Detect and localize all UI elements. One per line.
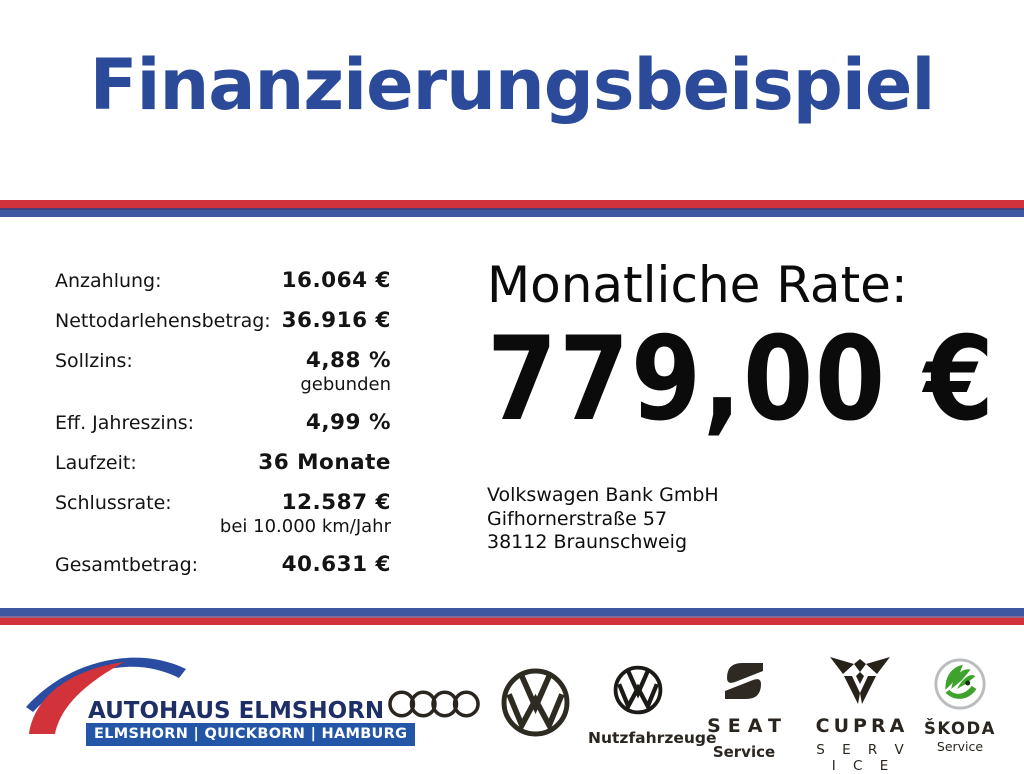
- bank-name: Volkswagen Bank GmbH: [487, 484, 719, 506]
- brand-skoda: ŠKODA Service: [920, 657, 1000, 754]
- audi-rings-icon: [388, 690, 480, 718]
- seat-wordmark: SEAT: [707, 715, 788, 737]
- brand-cupra: CUPRA S E R V I C E: [806, 657, 914, 774]
- skoda-service-label: Service: [936, 739, 984, 754]
- divider-top: [0, 200, 1024, 217]
- monthly-rate-heading: Monatliche Rate:: [487, 256, 908, 314]
- cupra-wordmark: CUPRA: [815, 715, 909, 737]
- finance-label: Sollzins:: [55, 350, 133, 372]
- skoda-wordmark: ŠKODA: [924, 719, 996, 738]
- dealer-logo: AUTOHAUS ELMSHORN ELMSHORN | QUICKBORN |…: [20, 650, 416, 762]
- finance-row-sollzins: Sollzins: 4,88 %: [55, 348, 391, 373]
- cupra-service-label: S E R V I C E: [816, 742, 911, 774]
- divider-blue-stripe: [0, 210, 1024, 217]
- finance-value: 4,88 %: [305, 348, 391, 373]
- finance-label: Gesamtbetrag:: [55, 554, 199, 576]
- finance-value: 16.064 €: [281, 268, 391, 293]
- bank-address: Volkswagen Bank GmbH Gifhornerstraße 57 …: [487, 484, 1024, 555]
- finance-note: bei 10.000 km/Jahr: [219, 516, 391, 537]
- vw-nutzfahrzeuge-logo-icon: [613, 665, 663, 715]
- brand-volkswagen: [499, 666, 572, 739]
- brand-vw-nutzfahrzeuge: Nutzfahrzeuge: [588, 664, 717, 747]
- divider-red-stripe: [0, 618, 1024, 625]
- finance-row-nettodarlehensbetrag: Nettodarlehensbetrag: 36.916 €: [55, 308, 391, 333]
- dealer-name: AUTOHAUS ELMSHORN: [88, 698, 385, 724]
- finance-label: Eff. Jahreszins:: [55, 412, 195, 434]
- bank-city: 38112 Braunschweig: [487, 531, 688, 553]
- bank-street: Gifhornerstraße 57: [487, 507, 668, 530]
- finance-value: 40.631 €: [281, 552, 391, 577]
- finance-label: Schlussrate:: [55, 492, 172, 514]
- divider-blue-stripe: [0, 608, 1024, 616]
- finance-row-laufzeit: Laufzeit: 36 Monate: [55, 450, 391, 475]
- divider-line: [0, 616, 1024, 618]
- seat-logo-icon: [725, 663, 763, 699]
- finance-row-anzahlung: Anzahlung: 16.064 €: [55, 268, 391, 293]
- dealer-swoosh-icon: [26, 657, 186, 734]
- finance-value: 36 Monate: [258, 450, 391, 475]
- monthly-rate-panel: Monatliche Rate: 779,00 € Volkswagen Ban…: [487, 256, 1024, 555]
- finance-value: 4,99 %: [305, 410, 391, 435]
- finance-row-schlussrate: Schlussrate: 12.587 €: [55, 490, 391, 515]
- finance-label: Nettodarlehensbetrag:: [55, 310, 271, 332]
- finance-label: Anzahlung:: [55, 270, 162, 292]
- finance-label: Laufzeit:: [55, 452, 137, 474]
- brand-seat: SEAT Service: [700, 657, 788, 761]
- monthly-rate-amount: 779,00 €: [487, 312, 996, 447]
- finance-value: 36.916 €: [281, 308, 391, 333]
- dealer-locations: ELMSHORN | QUICKBORN | HAMBURG: [86, 723, 416, 746]
- divider-bottom: [0, 608, 1024, 625]
- finance-row-gesamtbetrag: Gesamtbetrag: 40.631 €: [55, 552, 391, 577]
- brand-audi: [388, 689, 480, 719]
- cupra-emblem-icon: [830, 657, 890, 704]
- vw-nutzfahrzeuge-label: Nutzfahrzeuge: [588, 729, 717, 747]
- finance-table: Anzahlung: 16.064 € Nettodarlehensbetrag…: [55, 260, 391, 592]
- skoda-emblem-icon: [934, 658, 986, 710]
- finance-row-jahreszins: Eff. Jahreszins: 4,99 %: [55, 410, 391, 435]
- finance-note: gebunden: [300, 374, 391, 395]
- divider-red-stripe: [0, 200, 1024, 208]
- divider-line: [0, 208, 1024, 210]
- seat-service-label: Service: [712, 743, 776, 761]
- page-title: Finanzierungsbeispiel: [89, 44, 936, 126]
- vw-logo-icon: [501, 668, 570, 737]
- finance-value: 12.587 €: [281, 490, 391, 515]
